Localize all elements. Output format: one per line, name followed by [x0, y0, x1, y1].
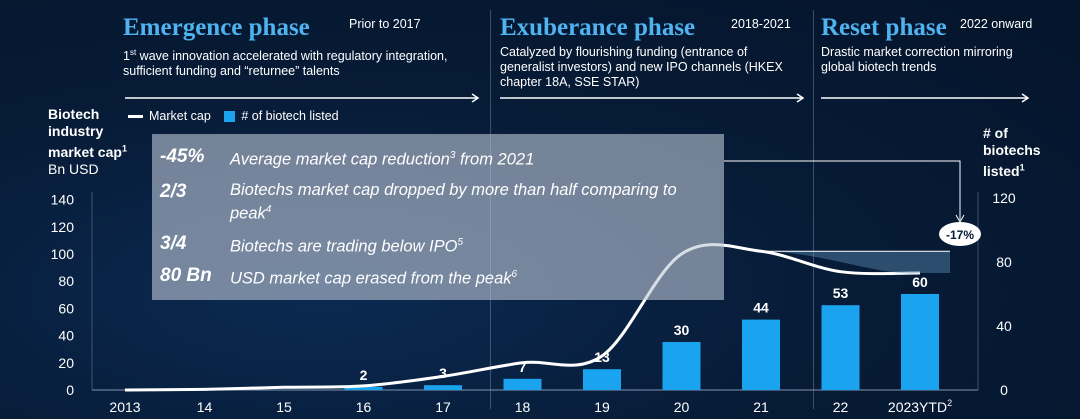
left-axis-tick: 60 — [58, 300, 74, 316]
x-axis-label: 17 — [435, 399, 451, 415]
legend-line-label: Market cap — [149, 109, 211, 123]
stat-text: Biotechs are trading below IPO5 — [230, 237, 464, 256]
callout-badge — [939, 222, 981, 246]
left-axis-tick: 40 — [58, 328, 74, 344]
legend-bar-label: # of biotech listed — [241, 109, 339, 123]
phase-description-emergence: 1st wave innovation accelerated with reg… — [123, 48, 448, 79]
stat-value: 80 Bn — [160, 265, 212, 286]
x-axis-label: 15 — [276, 399, 292, 415]
left-axis-tick: 140 — [51, 192, 75, 208]
x-axis-label: 14 — [197, 399, 213, 415]
bar — [424, 385, 462, 390]
stat-text: Average market cap reduction3 from 2021 — [230, 150, 535, 169]
market-cap-line — [124, 243, 921, 392]
stat-value: 2/3 — [160, 181, 187, 202]
x-axis-label-superscript: 2 — [947, 398, 952, 408]
bar-value-label: 60 — [912, 274, 928, 290]
x-axis-label: 21 — [753, 399, 769, 415]
left-axis-tick: 0 — [66, 382, 74, 398]
stat-text: Biotechs market cap dropped by more than… — [230, 181, 677, 223]
bar — [662, 342, 701, 390]
x-axis-label: 22 — [833, 399, 849, 415]
phase-period-exuberance: 2018-2021 — [731, 17, 791, 31]
left-axis-title: Biotech industry market cap1 Bn USD — [48, 106, 127, 177]
bar-value-label: 44 — [753, 300, 769, 316]
right-axis-tick: 80 — [996, 254, 1012, 270]
x-axis-label: 18 — [515, 399, 531, 415]
phase-title-emergence: Emergence phase — [123, 14, 310, 41]
stat-value: 3/4 — [160, 233, 187, 254]
bar — [821, 305, 860, 390]
bar-value-label: 3 — [439, 365, 447, 381]
phase-title-reset: Reset phase — [821, 14, 947, 41]
x-axis-label: 20 — [674, 399, 690, 415]
right-axis-title: # of biotechs listed1 — [983, 125, 1041, 179]
decline-shading — [761, 251, 950, 274]
bar — [901, 294, 939, 390]
left-axis-tick: 100 — [51, 246, 75, 262]
bar — [503, 378, 542, 390]
right-axis-tick: 120 — [992, 190, 1016, 206]
bar — [742, 319, 780, 390]
bar — [583, 369, 621, 390]
right-axis-tick: 40 — [996, 318, 1012, 334]
legend-bar-swatch — [224, 111, 236, 123]
stat-value: -45% — [160, 146, 205, 167]
bar-value-label: 53 — [833, 285, 849, 301]
stat-text: USD market cap erased from the peak6 — [230, 269, 518, 288]
x-axis-label: 2023YTD2 — [888, 398, 952, 415]
phase-arrow-head — [796, 93, 805, 103]
legend: Market cap # of biotech listed — [128, 109, 339, 123]
left-axis-tick: 20 — [58, 355, 74, 371]
bar-value-label: 7 — [519, 359, 527, 375]
left-axis-tick: 120 — [51, 219, 75, 235]
phase-title-exuberance: Exuberance phase — [500, 14, 696, 41]
phase-description-exuberance: Catalyzed by flourishing funding (entran… — [500, 45, 783, 89]
bar-value-label: 2 — [360, 367, 368, 383]
callout-label: -17% — [946, 228, 974, 242]
phase-arrow-head — [1021, 93, 1030, 103]
callout-connector — [724, 160, 961, 220]
phase-period-emergence: Prior to 2017 — [349, 17, 421, 31]
x-axis-label: 16 — [356, 399, 372, 415]
phase-description-reset: Drastic market correction mirroring glob… — [821, 45, 1013, 74]
phase-divider-2 — [813, 10, 814, 409]
bar-value-label: 30 — [674, 322, 690, 338]
x-axis-label: 2013 — [109, 399, 140, 415]
phase-arrow-head — [471, 93, 480, 103]
legend-line-swatch — [128, 115, 143, 119]
stats-panel: -45% Average market cap reduction3 from … — [152, 134, 724, 300]
x-axis-label: 19 — [594, 399, 610, 415]
right-axis-tick: 0 — [1000, 382, 1008, 398]
left-axis-tick: 80 — [58, 273, 74, 289]
phase-period-reset: 2022 onward — [960, 17, 1033, 31]
bar — [344, 386, 383, 390]
